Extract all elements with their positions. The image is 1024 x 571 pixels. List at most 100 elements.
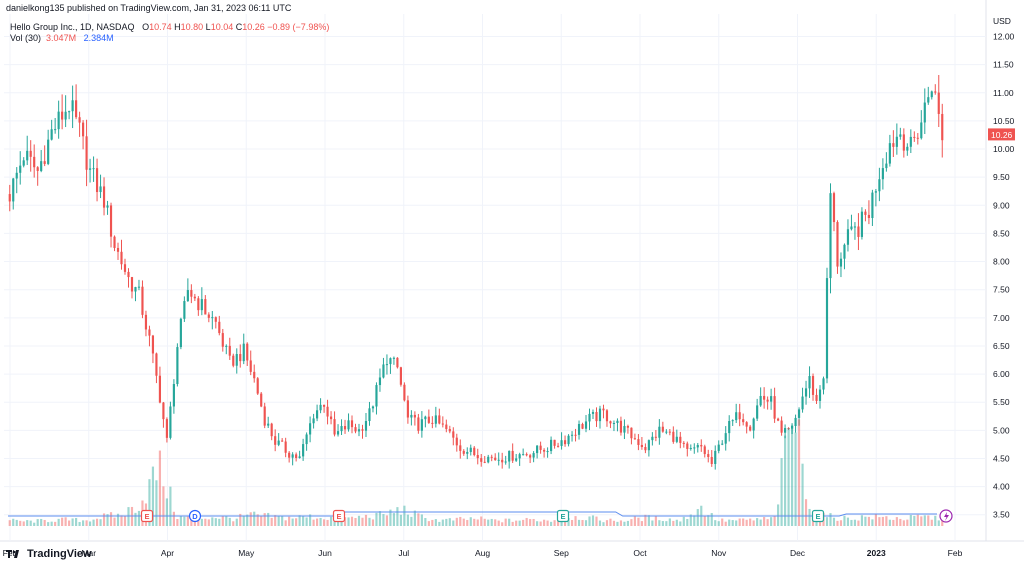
volume-bar (50, 521, 53, 526)
candle-body (773, 396, 776, 419)
volume-legend[interactable]: Vol (30) 3.047M 2.384M (10, 33, 114, 43)
volume-bar (633, 516, 636, 526)
volume-bar (784, 435, 787, 526)
volume-bar (211, 517, 214, 526)
candle-body (396, 357, 399, 368)
candle-body (172, 384, 175, 407)
candle-body (235, 354, 238, 366)
y-tick-label: 8.00 (993, 257, 1010, 267)
volume-bar (385, 515, 389, 526)
candle-body (64, 111, 67, 120)
event-marker-e[interactable]: E (140, 509, 154, 523)
candle-body (441, 423, 444, 425)
candle-body (176, 347, 179, 385)
volume-bar (88, 521, 92, 526)
event-marker-d[interactable]: D (188, 509, 202, 523)
volume-bar (312, 519, 315, 526)
volume-bar (598, 520, 602, 526)
volume-bar (298, 515, 301, 526)
volume-bar (26, 520, 29, 526)
volume-bar (661, 521, 664, 526)
candle-body (770, 396, 773, 402)
candle-body (448, 429, 451, 432)
volume-bar (902, 520, 905, 526)
volume-bar (588, 516, 591, 526)
event-marker-e[interactable]: E (556, 509, 570, 523)
y-tick-label: 9.00 (993, 200, 1010, 210)
y-tick-label: 10.00 (993, 144, 1015, 154)
volume-bar (109, 512, 113, 526)
candle-body (937, 92, 940, 114)
candle-body (130, 277, 134, 292)
volume-bar (19, 520, 22, 526)
candle-body (752, 418, 755, 431)
volume-bar (808, 508, 811, 526)
candle-body (364, 421, 368, 431)
volume-bar (235, 518, 238, 526)
volume-bar (770, 517, 773, 526)
volume-bar (249, 512, 252, 526)
candle-body (221, 333, 224, 347)
volume-bar (480, 516, 483, 526)
candle-body (78, 117, 81, 123)
volume-bar (228, 517, 231, 526)
volume-bar (186, 516, 189, 526)
volume-bar (804, 499, 808, 526)
event-marker-e[interactable]: E (811, 509, 825, 523)
candle-body (749, 426, 752, 431)
volume-bar (148, 479, 151, 526)
high-label: H (174, 22, 181, 32)
candle-body (116, 247, 120, 252)
candle-body (623, 426, 626, 433)
candle-body (445, 424, 448, 430)
x-tick-label: Mar (81, 548, 96, 558)
candle-body (120, 251, 123, 265)
close-label: C (235, 22, 243, 32)
candle-body (602, 408, 605, 411)
volume-bar (116, 513, 120, 526)
volume-bar (696, 509, 699, 526)
volume-label: Vol (30) (10, 33, 42, 43)
volume-bar (162, 486, 165, 526)
candle-body (214, 317, 217, 322)
volume-bar (368, 517, 371, 526)
candle-body (927, 97, 930, 103)
volume-bar (672, 520, 675, 526)
candle-body (763, 395, 766, 400)
candle-body (738, 412, 741, 420)
volume-bar (158, 450, 162, 526)
volume-bar (920, 516, 923, 526)
candle-body (612, 422, 616, 424)
candle-body (281, 440, 284, 442)
volume-bar (892, 519, 895, 526)
candle-body (92, 168, 95, 170)
candle-body (22, 160, 25, 166)
candle-body (902, 134, 905, 151)
candle-body (550, 439, 553, 452)
volume-bar (864, 516, 867, 526)
volume-bar (22, 521, 25, 526)
candle-body (689, 448, 692, 450)
candle-body (794, 417, 797, 427)
upcoming-event-icon[interactable] (939, 509, 953, 523)
y-tick-label: 7.00 (993, 313, 1010, 323)
volume-bar (860, 515, 864, 526)
candle-body (511, 450, 514, 461)
volume-bar (717, 521, 720, 526)
volume-bar (218, 518, 221, 526)
symbol-legend[interactable]: Hello Group Inc., 1D, NASDAQ O10.74 H10.… (10, 22, 329, 32)
volume-bar (256, 514, 259, 526)
volume-bar (431, 519, 434, 526)
candle-body (651, 436, 654, 441)
volume-bar (731, 520, 734, 526)
candle-body (228, 345, 231, 356)
event-marker-e[interactable]: E (332, 509, 346, 523)
candle-body (703, 446, 706, 455)
volume-bar (609, 518, 612, 526)
candle-body (640, 444, 643, 448)
candle-body (644, 447, 647, 451)
candle-body (668, 431, 671, 433)
volume-bar (413, 510, 416, 526)
tradingview-logo[interactable]: TradingView (6, 548, 92, 560)
